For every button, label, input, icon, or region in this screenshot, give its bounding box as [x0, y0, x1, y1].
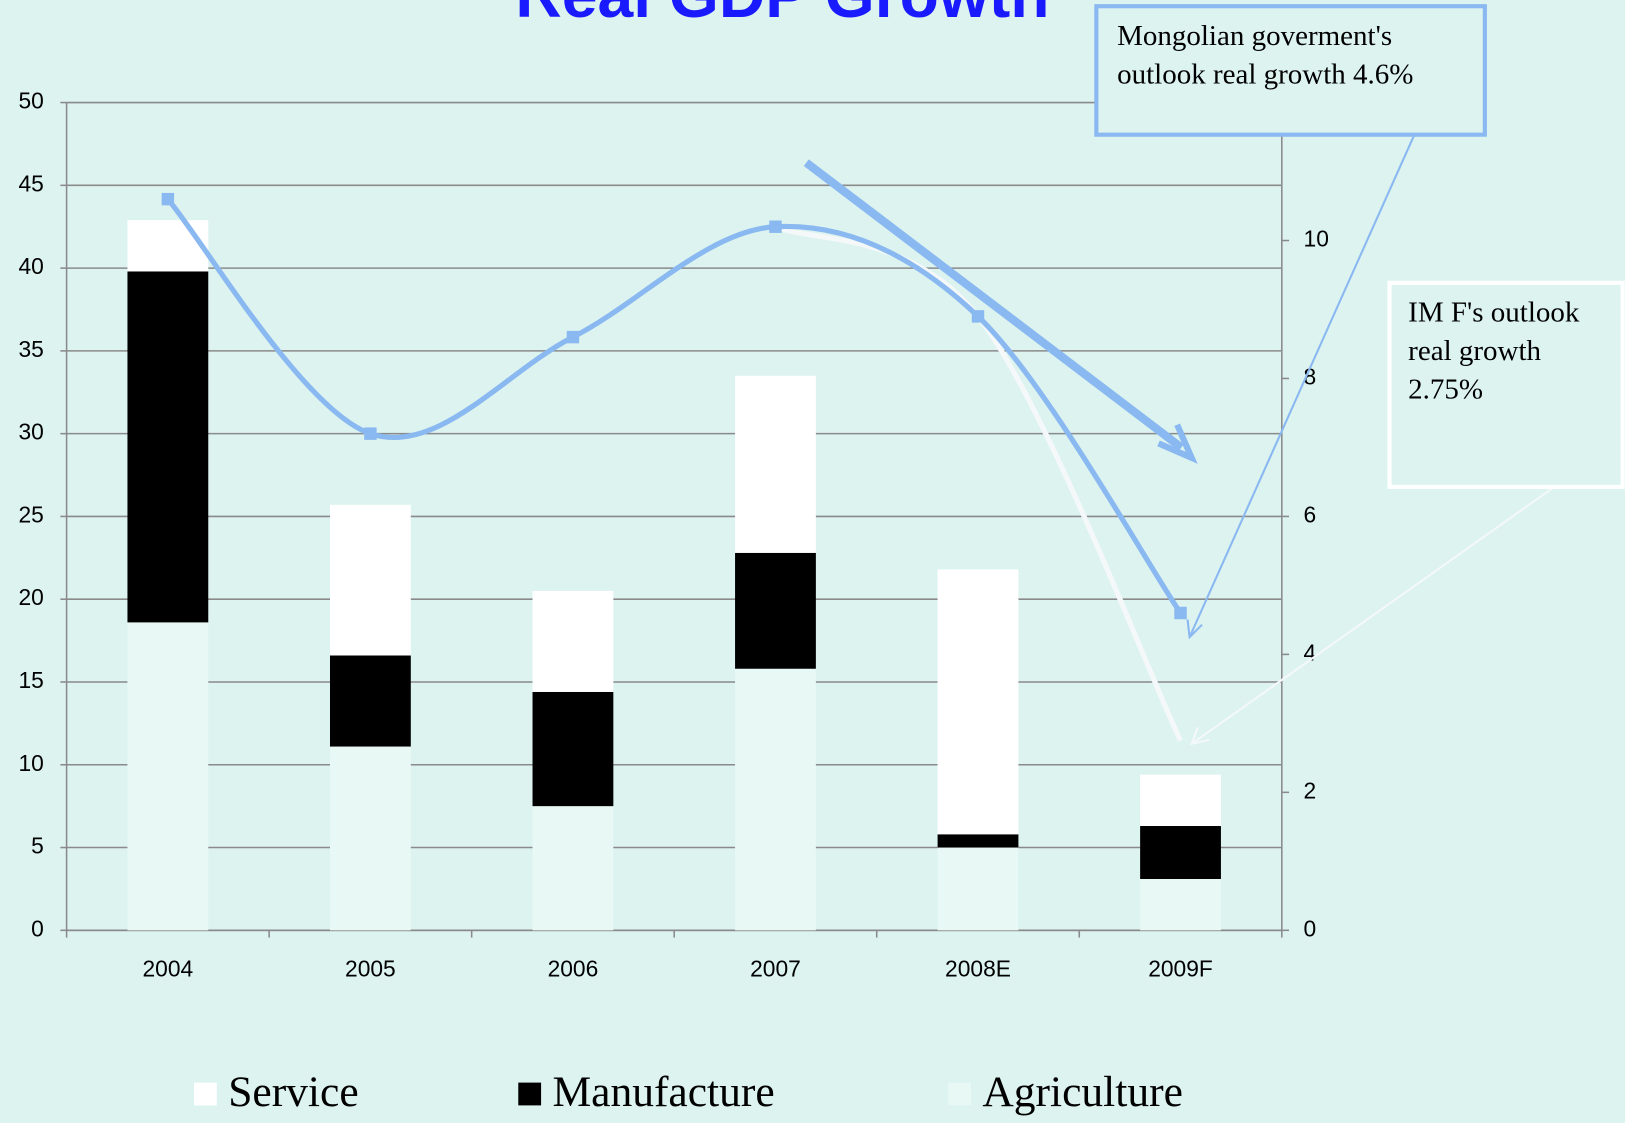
x-tick-label: 2006	[548, 956, 599, 982]
y-tick-label: 20	[18, 584, 43, 610]
callout-pointer-head	[1190, 726, 1210, 746]
line-marker	[971, 310, 985, 323]
legend-swatch	[948, 1082, 972, 1106]
y-tick-label: 30	[18, 419, 43, 445]
chart-title: Real GDP Growth	[515, 0, 1049, 31]
bar-segment	[127, 220, 209, 272]
bar-segment	[937, 847, 1019, 931]
bar-segment	[532, 590, 614, 692]
line-marker	[1174, 606, 1187, 620]
legend-swatch	[194, 1082, 217, 1106]
y2-tick-label: 10	[1304, 226, 1329, 252]
callout-pointer-head	[1186, 619, 1203, 640]
bar-segment	[329, 746, 411, 931]
line-marker	[161, 192, 175, 206]
y-tick-label: 5	[31, 833, 44, 859]
legend-label: Agriculture	[982, 1068, 1183, 1116]
legend-label: Service	[228, 1068, 358, 1116]
x-tick-label: 2007	[750, 956, 801, 982]
callout-text: Mongolian goverment's	[1117, 20, 1392, 52]
bar-segment	[127, 271, 209, 623]
y-tick-label: 25	[18, 501, 43, 527]
bar-segment	[735, 375, 816, 553]
callout-pointer	[1188, 134, 1416, 638]
line-series	[165, 197, 1183, 615]
line-series	[774, 224, 1183, 742]
callout-pointer	[1191, 486, 1555, 745]
y-tick-label: 45	[18, 170, 43, 196]
legend-swatch	[518, 1082, 542, 1106]
legend-label: Manufacture	[552, 1068, 774, 1116]
y2-tick-label: 0	[1304, 915, 1317, 941]
bar-segment	[735, 552, 816, 669]
trend-arrow	[803, 159, 1184, 451]
bar-segment	[329, 655, 411, 747]
y-tick-label: 10	[18, 750, 43, 776]
callout-text: real growth	[1408, 335, 1541, 367]
y2-tick-label: 6	[1304, 501, 1317, 527]
bar-segment	[1140, 826, 1221, 879]
x-tick-label: 2004	[143, 956, 194, 982]
bar-segment	[532, 806, 614, 931]
bar-segment	[532, 691, 614, 807]
callout-box	[1387, 280, 1625, 489]
y-tick-label: 50	[18, 88, 43, 114]
y-tick-label: 35	[18, 336, 43, 362]
callout-text: 2.75%	[1408, 373, 1483, 405]
y2-tick-label: 2	[1304, 777, 1317, 803]
bar-segment	[735, 668, 816, 931]
y2-tick-label: 8	[1304, 363, 1317, 389]
bar-segment	[937, 569, 1019, 835]
bar-segment	[127, 622, 209, 931]
bar-segment	[329, 504, 411, 656]
line-marker	[566, 330, 580, 344]
callout-text: outlook real growth 4.6%	[1117, 58, 1413, 90]
bar-segment	[1140, 774, 1221, 827]
callout-text: IM F's outlook	[1408, 297, 1580, 329]
y-tick-label: 15	[18, 667, 43, 693]
y-tick-label: 40	[18, 253, 43, 279]
line-marker	[769, 220, 782, 233]
x-tick-label: 2005	[345, 956, 396, 982]
trend-arrow-head	[1157, 423, 1198, 464]
bar-segment	[1140, 878, 1221, 931]
line-marker	[364, 427, 377, 440]
x-tick-label: 2009F	[1148, 956, 1213, 982]
y2-tick-label: 4	[1304, 639, 1317, 665]
bar-segment	[937, 834, 1019, 848]
callout-box	[1094, 4, 1487, 137]
y-tick-label: 0	[31, 915, 44, 941]
x-tick-label: 2008E	[945, 956, 1011, 982]
